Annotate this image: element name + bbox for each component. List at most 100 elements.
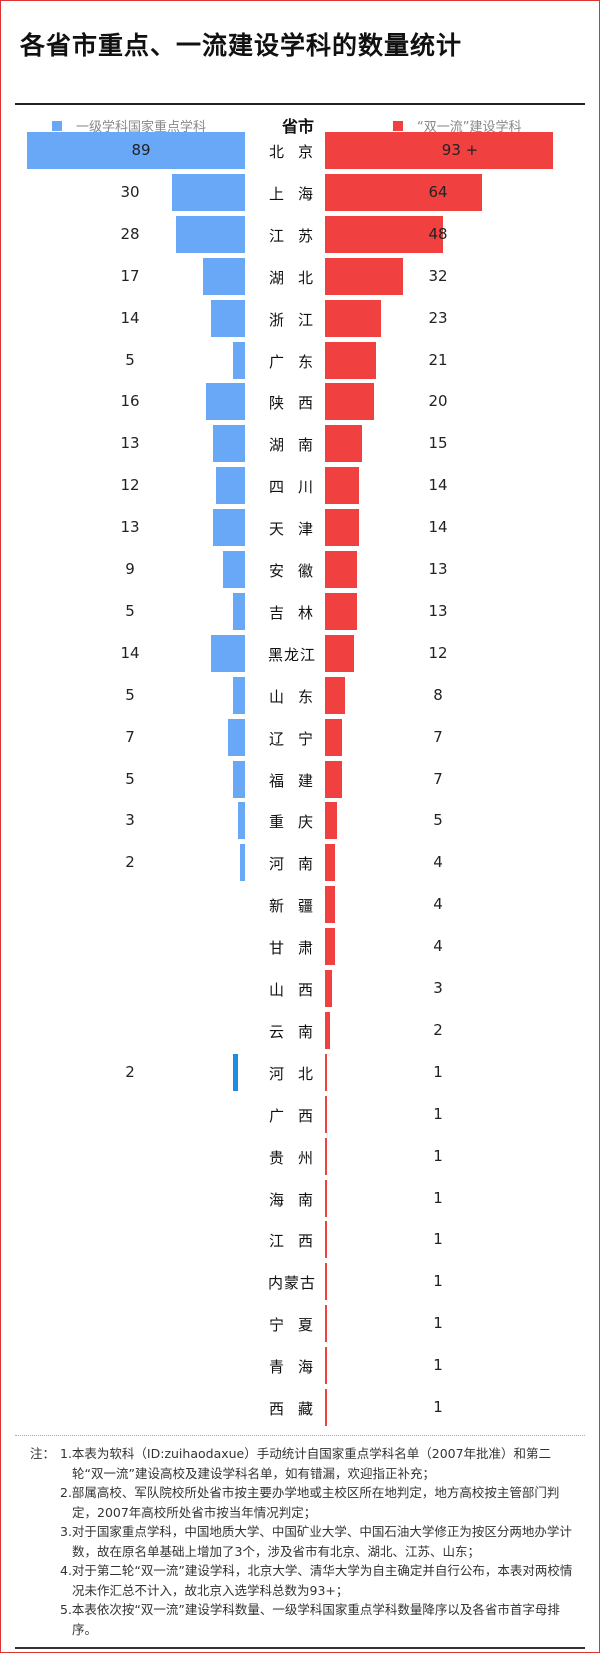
- bar-right-25: [325, 1179, 328, 1217]
- bar-left-2: [176, 215, 245, 253]
- label-right-30: 1: [433, 1398, 443, 1416]
- bar-left-9: [213, 509, 245, 547]
- note-1: 1.本表为软科（ID:zuihaodaxue）手动统计自国家重点学科名单（200…: [60, 1446, 552, 1481]
- bar-left-0: [26, 132, 245, 169]
- label-right-26: 1: [433, 1230, 443, 1249]
- label-right-11: 13: [428, 601, 448, 620]
- bar-right-0: [325, 132, 553, 169]
- label-right-28: 1: [433, 1314, 443, 1333]
- category-label-27: 内蒙古: [267, 1274, 316, 1293]
- category-label-26: 江西: [269, 1232, 328, 1251]
- label-left-8: 12: [120, 476, 140, 495]
- bar-left-22: [233, 1053, 238, 1091]
- legend-swatch-right: [393, 120, 403, 131]
- category-label-2: 江苏: [269, 226, 328, 245]
- bar-right-24: [325, 1137, 328, 1175]
- label-right-23: 1: [433, 1104, 443, 1123]
- label-right-27: 1: [433, 1272, 443, 1291]
- bar-left-7: [213, 425, 245, 463]
- label-right-14: 7: [433, 727, 443, 746]
- label-right-12: 12: [428, 643, 448, 662]
- category-label-19: 甘肃: [269, 939, 328, 958]
- label-left-2: 28: [120, 224, 140, 243]
- label-right-10: 13: [428, 560, 448, 578]
- label-right-9: 14: [428, 518, 448, 537]
- category-label-10: 安徽: [269, 562, 328, 580]
- label-left-11: 5: [125, 601, 135, 620]
- legend-label-left: 一级学科国家重点学科: [76, 120, 207, 135]
- bar-left-16: [237, 802, 245, 840]
- label-right-3: 32: [428, 266, 448, 285]
- bar-left-17: [240, 844, 245, 882]
- category-label-20: 山西: [269, 981, 328, 999]
- category-label-9: 天津: [269, 520, 328, 539]
- bar-left-11: [232, 592, 245, 630]
- bottom-rule: [15, 1647, 585, 1649]
- bar-left-5: [232, 341, 245, 379]
- bar-right-27: [325, 1263, 328, 1301]
- label-left-14: 7: [125, 727, 135, 746]
- category-label-24: 贵州: [269, 1148, 328, 1167]
- label-right-21: 2: [433, 1020, 443, 1039]
- bar-right-17: [325, 844, 335, 882]
- note-3: 3.对于国家重点学科，中国地质大学、中国矿业大学、中国石油大学修正为按区分两地办…: [60, 1524, 572, 1559]
- note-2: 2.部属高校、军队院校所处省市按主要办学地或主校区所在地判定，地方高校按主管部门…: [60, 1485, 560, 1520]
- label-left-22: 2: [125, 1062, 135, 1081]
- label-left-16: 3: [125, 811, 135, 830]
- label-left-15: 5: [125, 769, 135, 788]
- legend-label-right: “双一流”建设学科: [417, 120, 522, 135]
- category-label-28: 宁夏: [269, 1316, 328, 1335]
- bar-left-4: [210, 299, 245, 337]
- label-right-25: 1: [433, 1188, 443, 1207]
- bar-right-6: [325, 383, 374, 421]
- bar-right-30: [325, 1389, 328, 1426]
- bar-right-19: [325, 928, 335, 966]
- label-left-1: 30: [120, 182, 140, 201]
- category-label-3: 湖北: [269, 268, 328, 287]
- category-label-7: 湖南: [269, 436, 328, 455]
- category-label-29: 青海: [269, 1358, 328, 1377]
- bar-right-28: [325, 1305, 328, 1343]
- bar-left-12: [210, 634, 245, 672]
- category-label-12: 黑龙江: [267, 645, 316, 664]
- notes-divider: [15, 1435, 585, 1436]
- bar-right-23: [325, 1095, 328, 1133]
- label-right-0: 93 +: [441, 141, 479, 159]
- category-label-6: 陕西: [269, 394, 328, 413]
- bar-right-18: [325, 886, 335, 924]
- label-left-13: 5: [125, 685, 135, 704]
- bar-right-26: [325, 1221, 328, 1259]
- category-label-25: 海南: [269, 1190, 328, 1209]
- bar-right-21: [325, 1011, 330, 1049]
- category-label-13: 山东: [269, 687, 328, 706]
- category-label-21: 云南: [269, 1022, 328, 1041]
- legend-swatch-left: [52, 120, 62, 131]
- bar-left-13: [232, 676, 245, 714]
- label-left-7: 13: [120, 434, 140, 453]
- label-right-13: 8: [433, 685, 443, 704]
- label-right-17: 4: [433, 853, 443, 872]
- label-right-19: 4: [433, 937, 443, 956]
- bar-right-8: [325, 467, 360, 505]
- label-right-24: 1: [433, 1146, 443, 1165]
- bar-right-15: [325, 760, 343, 798]
- category-label-4: 浙江: [269, 310, 328, 329]
- label-left-6: 16: [120, 392, 140, 411]
- category-label-8: 四川: [269, 478, 328, 497]
- bar-left-14: [227, 718, 245, 756]
- label-right-7: 15: [428, 434, 448, 453]
- category-label-22: 河北: [269, 1064, 328, 1083]
- bar-right-14: [325, 718, 343, 756]
- label-right-20: 3: [433, 979, 443, 997]
- bar-right-11: [325, 592, 357, 630]
- notes: 注： 1.本表为软科（ID:zuihaodaxue）手动统计自国家重点学科名单（…: [30, 1444, 578, 1639]
- legend-left: 一级学科国家重点学科: [52, 116, 206, 135]
- label-right-2: 48: [428, 224, 448, 243]
- label-left-4: 14: [120, 308, 140, 327]
- category-label-0: 北京: [269, 143, 328, 161]
- category-label-15: 福建: [269, 771, 328, 790]
- label-right-29: 1: [433, 1356, 443, 1375]
- label-right-1: 64: [428, 182, 448, 201]
- label-left-0: 89: [131, 141, 151, 159]
